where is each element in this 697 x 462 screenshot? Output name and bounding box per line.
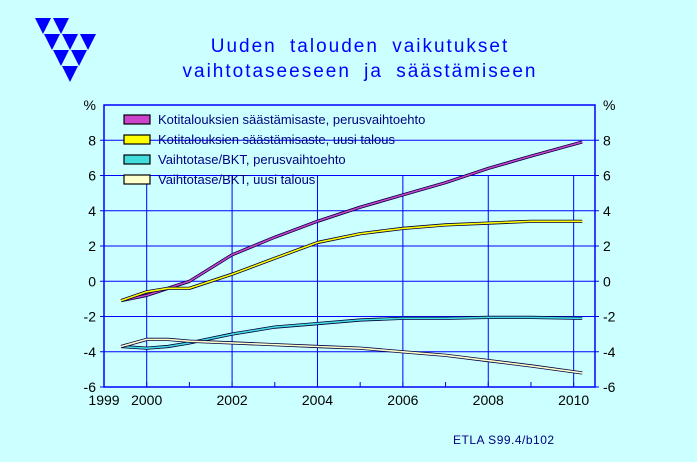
y-tick-label-left: 8 (88, 132, 96, 148)
chart-title-line-2: vaihtotaseeseen ja säästämiseen (182, 61, 538, 82)
legend-swatch-2 (123, 134, 151, 145)
y-tick-label-right: 6 (603, 168, 611, 184)
y-tick-label-left: -6 (84, 379, 97, 395)
x-tick-label: 2010 (558, 392, 589, 408)
y-tick-label-right: -6 (603, 379, 616, 395)
x-tick-label: 2000 (131, 392, 162, 408)
x-tick-label: 2006 (387, 392, 418, 408)
legend-swatch-1 (123, 114, 151, 125)
source-note: ETLA S99.4/b102 (453, 433, 555, 447)
x-tick-label: 2008 (473, 392, 504, 408)
series-line-3 (121, 316, 583, 350)
y-unit-right: % (603, 97, 615, 113)
x-tick-label: 2004 (302, 392, 333, 408)
y-tick-label-left: 2 (88, 238, 96, 254)
y-tick-label-right: -4 (603, 344, 616, 360)
y-tick-label-left: 0 (88, 273, 96, 289)
legend-swatch-3 (123, 154, 151, 165)
axis-ticks: -6 -6 -4 -4 -2 -2 0 0 2 2 4 4 6 6 8 8% % 1999 2000 2002 2004… (84, 97, 616, 408)
y-tick-label-right: -2 (603, 309, 616, 325)
y-tick-label-left: 4 (88, 203, 96, 219)
y-tick-label-right: 0 (603, 273, 611, 289)
etla-logo-icon (35, 18, 96, 82)
series-line-2 (120, 220, 583, 302)
y-tick-label-right: 8 (603, 132, 611, 148)
legend-swatch-4 (123, 174, 151, 185)
x-tick-label: 2002 (217, 392, 248, 408)
y-tick-label-right: 2 (603, 238, 611, 254)
y-tick-label-left: -4 (84, 344, 97, 360)
y-unit-left: % (84, 97, 96, 113)
legend-label-1: Kotitalouksien säästämisaste, perusvaiht… (158, 112, 425, 127)
legend-label-2: Kotitalouksien säästämisaste, uusi talou… (158, 132, 396, 147)
y-tick-label-left: -2 (84, 309, 97, 325)
y-tick-label-left: 6 (88, 168, 96, 184)
legend-label-4: Vaihtotase/BKT, uusi talous (158, 172, 316, 187)
x-tick-label: 1999 (88, 392, 119, 408)
legend-label-3: Vaihtotase/BKT, perusvaihtoehto (158, 152, 346, 167)
chart-title-line-1: Uuden talouden vaikutukset (210, 36, 510, 57)
series-lines (120, 140, 583, 375)
legend: Kotitalouksien säästämisaste, perusvaiht… (123, 112, 425, 187)
series-line-4 (120, 338, 583, 374)
y-tick-label-right: 4 (603, 203, 611, 219)
